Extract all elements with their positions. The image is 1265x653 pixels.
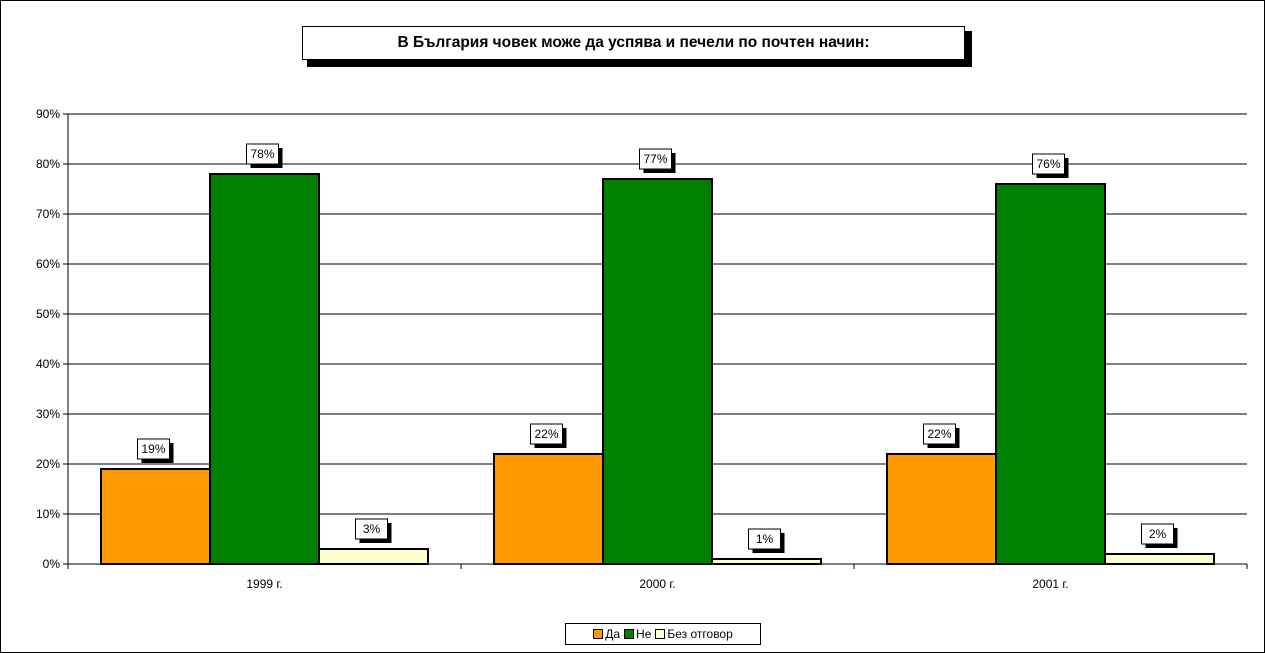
data-label: 1% bbox=[756, 532, 774, 546]
x-tick-label: 1999 г. bbox=[246, 577, 282, 591]
data-label: 22% bbox=[927, 427, 951, 441]
data-label-box bbox=[137, 438, 170, 460]
data-label-box bbox=[748, 528, 781, 550]
data-label-box bbox=[923, 423, 956, 445]
legend-swatch-da bbox=[593, 629, 604, 639]
bar bbox=[711, 558, 822, 565]
data-label-box bbox=[1032, 153, 1065, 175]
legend-label-no-answer: Без отговор bbox=[667, 627, 733, 641]
y-tick-label: 10% bbox=[36, 507, 60, 521]
x-tick-label: 2001 г. bbox=[1032, 577, 1068, 591]
legend-label-da: Да bbox=[605, 627, 621, 641]
data-label: 76% bbox=[1036, 157, 1060, 171]
data-label-box bbox=[1141, 523, 1174, 545]
legend-swatch-no-answer bbox=[655, 629, 666, 639]
data-label-box bbox=[639, 148, 672, 170]
data-label-box bbox=[530, 423, 563, 445]
data-label-box bbox=[246, 143, 279, 165]
chart-title-box: В България човек може да успява и печели… bbox=[302, 26, 965, 60]
y-tick-label: 30% bbox=[36, 407, 60, 421]
data-label: 78% bbox=[250, 147, 274, 161]
y-tick-label: 50% bbox=[36, 307, 60, 321]
bar bbox=[886, 453, 997, 565]
data-label-box bbox=[355, 518, 388, 540]
bar bbox=[100, 468, 211, 565]
y-tick-label: 0% bbox=[43, 557, 61, 571]
bar bbox=[1104, 553, 1215, 565]
bar bbox=[602, 178, 713, 565]
data-label: 77% bbox=[643, 152, 667, 166]
legend-swatch-ne bbox=[624, 629, 635, 639]
y-tick-label: 70% bbox=[36, 207, 60, 221]
bar bbox=[318, 548, 429, 565]
chart-title: В България човек може да успява и печели… bbox=[397, 34, 870, 51]
legend-label-ne: Не bbox=[636, 627, 652, 641]
y-tick-label: 80% bbox=[36, 157, 60, 171]
data-label: 3% bbox=[363, 522, 381, 536]
y-tick-label: 90% bbox=[36, 107, 60, 121]
legend-item-da: Да bbox=[593, 627, 620, 641]
data-label: 22% bbox=[534, 427, 558, 441]
legend-item-ne: Не bbox=[624, 627, 651, 641]
data-label: 2% bbox=[1149, 527, 1167, 541]
bar bbox=[493, 453, 604, 565]
y-tick-label: 20% bbox=[36, 457, 60, 471]
data-label: 19% bbox=[141, 442, 165, 456]
chart-legend: Да Не Без отговор bbox=[565, 623, 761, 645]
bar bbox=[995, 183, 1106, 565]
bar bbox=[209, 173, 320, 565]
legend-item-no-answer: Без отговор bbox=[655, 627, 733, 641]
x-tick-label: 2000 г. bbox=[639, 577, 675, 591]
y-tick-label: 60% bbox=[36, 257, 60, 271]
y-tick-label: 40% bbox=[36, 357, 60, 371]
